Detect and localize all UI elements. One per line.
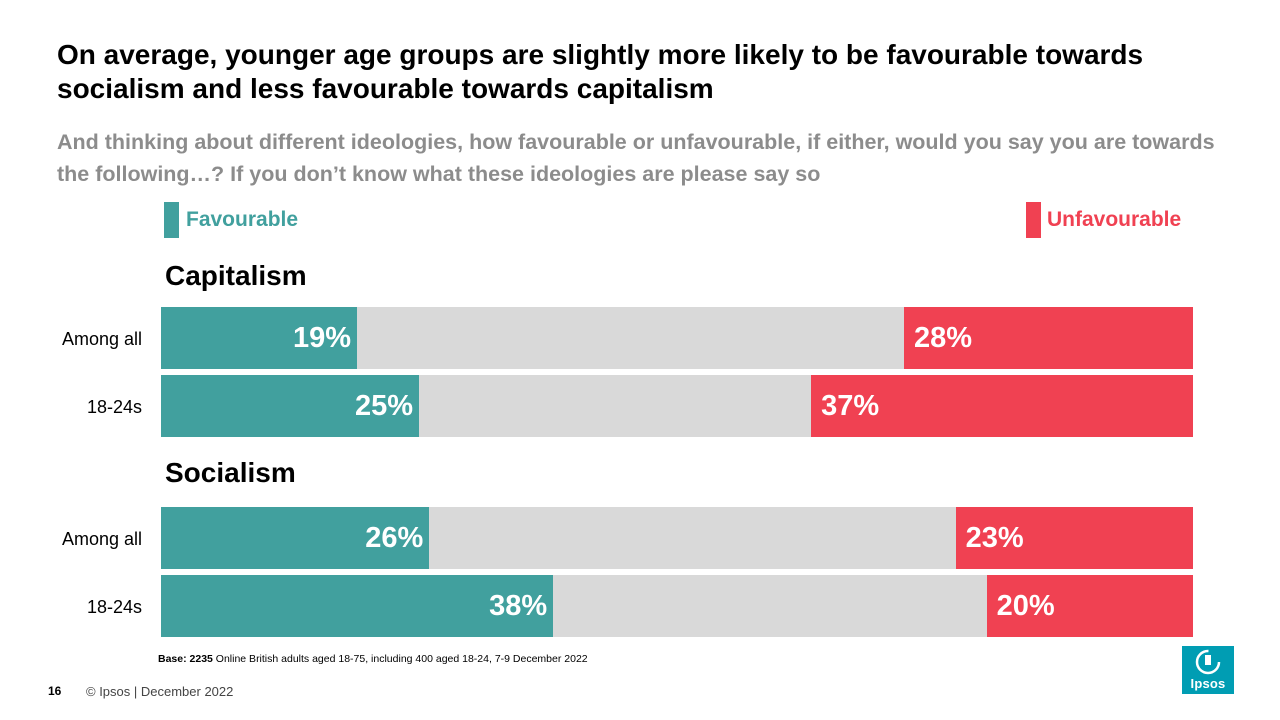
row-label-socialism-1824: 18-24s bbox=[86, 597, 142, 617]
bar-unfavourable-socialism-1824 bbox=[986, 575, 1193, 637]
row-label-capitalism-1824: 18-24s bbox=[86, 397, 142, 417]
value-favourable-capitalism-1824: 25% bbox=[354, 390, 413, 422]
base-note-bold: Base: 2235 bbox=[158, 653, 213, 665]
value-unfavourable-capitalism-1824: 37% bbox=[821, 390, 880, 422]
bar-unfavourable-capitalism-1824 bbox=[811, 375, 1193, 437]
bar-favourable-socialism-1824 bbox=[161, 575, 554, 637]
ipsos-logo-text: Ipsos bbox=[1190, 676, 1226, 691]
ipsos-logo: Ipsos bbox=[1182, 646, 1234, 694]
base-note: Base: 2235 Online British adults aged 18… bbox=[158, 653, 588, 665]
slide-title: On average, younger age groups are sligh… bbox=[57, 39, 1144, 104]
value-favourable-socialism-all: 26% bbox=[365, 522, 424, 554]
bar-favourable-capitalism-all bbox=[161, 307, 358, 369]
base-note-text: Online British adults aged 18-75, includ… bbox=[212, 653, 588, 665]
bar-track-capitalism-all: 19% 28% bbox=[161, 307, 1193, 369]
section-title-socialism: Socialism bbox=[165, 457, 296, 488]
bar-track-socialism-1824: 38% 20% bbox=[161, 575, 1193, 637]
section-title-capitalism: Capitalism bbox=[165, 260, 307, 291]
bar-track-socialism-all: 26% 23% bbox=[161, 507, 1193, 569]
row-label-capitalism-all: Among all bbox=[61, 329, 142, 349]
legend-swatch-favourable bbox=[164, 202, 179, 238]
bar-favourable-socialism-all bbox=[161, 507, 430, 569]
question-subtitle: And thinking about different ideologies,… bbox=[57, 130, 1215, 186]
bar-track-capitalism-1824: 25% 37% bbox=[161, 375, 1193, 437]
copyright: © Ipsos | December 2022 bbox=[86, 684, 234, 699]
ipsos-logo-mark bbox=[1195, 649, 1221, 675]
legend-label-favourable: Favourable bbox=[186, 208, 299, 231]
value-unfavourable-capitalism-all: 28% bbox=[914, 322, 973, 354]
value-unfavourable-socialism-1824: 20% bbox=[996, 590, 1055, 622]
value-favourable-capitalism-all: 19% bbox=[293, 322, 352, 354]
legend-label-unfavourable: Unfavourable bbox=[1047, 208, 1182, 231]
bar-unfavourable-socialism-all bbox=[955, 507, 1193, 569]
page-number: 16 bbox=[48, 684, 62, 698]
bar-unfavourable-capitalism-all bbox=[904, 307, 1193, 369]
bar-favourable-capitalism-1824 bbox=[161, 375, 419, 437]
row-label-socialism-all: Among all bbox=[61, 529, 142, 549]
value-favourable-socialism-1824: 38% bbox=[489, 590, 548, 622]
legend-swatch-unfavourable bbox=[1026, 202, 1041, 238]
value-unfavourable-socialism-all: 23% bbox=[965, 522, 1024, 554]
